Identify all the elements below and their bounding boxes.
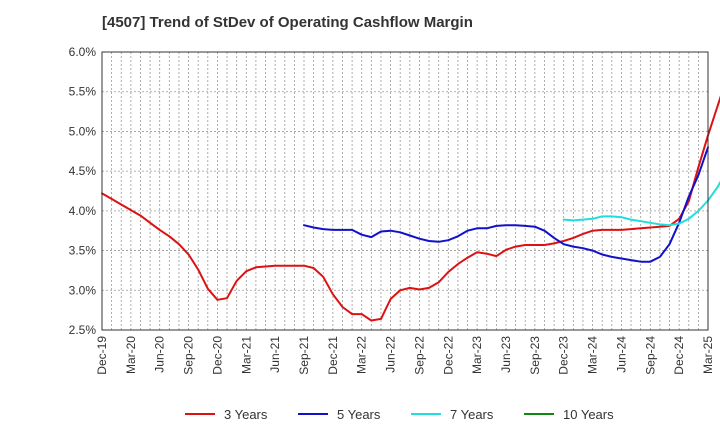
series-line-3-years bbox=[101, 95, 720, 322]
series-line-5-years bbox=[303, 146, 709, 263]
series-line-7-years bbox=[562, 180, 720, 227]
x-tick-label: Sep-23 bbox=[528, 336, 542, 375]
x-tick-label: Mar-25 bbox=[701, 336, 715, 374]
legend-label-3-years: 3 Years bbox=[224, 407, 268, 422]
x-tick-label: Dec-22 bbox=[441, 336, 455, 375]
x-tick-label: Dec-23 bbox=[557, 336, 571, 375]
series-lines bbox=[101, 95, 720, 322]
x-tick-label: Mar-20 bbox=[124, 336, 138, 374]
x-tick-label: Sep-21 bbox=[297, 336, 311, 375]
y-tick-label: 5.5% bbox=[69, 85, 97, 99]
legend: 3 Years 5 Years 7 Years 10 Years bbox=[185, 407, 614, 422]
legend-label-10-years: 10 Years bbox=[563, 407, 614, 422]
x-tick-label: Dec-19 bbox=[95, 336, 109, 375]
x-tick-label: Mar-21 bbox=[239, 336, 253, 374]
x-tick-label: Mar-24 bbox=[586, 336, 600, 374]
x-tick-label: Jun-20 bbox=[153, 336, 167, 373]
y-tick-label: 3.0% bbox=[69, 283, 97, 297]
y-tick-label: 3.5% bbox=[69, 244, 97, 258]
x-tick-label: Sep-24 bbox=[643, 336, 657, 375]
y-tick-label: 2.5% bbox=[69, 323, 97, 337]
legend-label-7-years: 7 Years bbox=[450, 407, 494, 422]
x-tick-label: Sep-20 bbox=[182, 336, 196, 375]
x-tick-label: Jun-23 bbox=[499, 336, 513, 373]
y-tick-label: 5.0% bbox=[69, 124, 97, 138]
chart-title: [4507] Trend of StDev of Operating Cashf… bbox=[102, 14, 473, 31]
plot-area-background bbox=[102, 52, 708, 330]
y-tick-label: 4.0% bbox=[69, 204, 97, 218]
x-tick-label: Dec-20 bbox=[210, 336, 224, 375]
y-axis: 2.5% 3.0% 3.5% 4.0% 4.5% 5.0% 5.5% 6.0% bbox=[69, 45, 97, 337]
x-tick-label: Mar-23 bbox=[470, 336, 484, 374]
x-tick-label: Jun-21 bbox=[268, 336, 282, 373]
x-tick-label: Jun-22 bbox=[384, 336, 398, 373]
x-tick-label: Jun-24 bbox=[614, 336, 628, 373]
y-tick-label: 6.0% bbox=[69, 45, 97, 59]
plot-area-frame bbox=[101, 51, 709, 331]
x-tick-label: Dec-24 bbox=[672, 336, 686, 375]
x-tick-label: Sep-22 bbox=[412, 336, 426, 375]
y-tick-label: 4.5% bbox=[69, 164, 97, 178]
x-tick-label: Dec-21 bbox=[326, 336, 340, 375]
legend-label-5-years: 5 Years bbox=[337, 407, 381, 422]
x-tick-label: Mar-22 bbox=[355, 336, 369, 374]
x-axis: Dec-19 Mar-20 Jun-20 Sep-20 Dec-20 Mar-21 Jun-… bbox=[95, 336, 715, 375]
